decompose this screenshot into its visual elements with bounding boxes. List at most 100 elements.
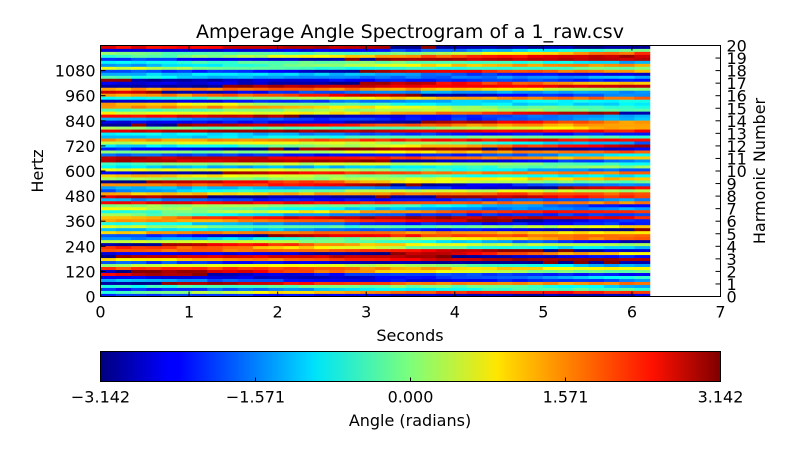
heatmap-cell: [588, 48, 605, 52]
heatmap-cell: [176, 84, 193, 88]
heatmap-cell: [268, 111, 285, 115]
heatmap-cell: [634, 90, 651, 94]
heatmap-cell: [192, 266, 208, 271]
heatmap-cell: [497, 57, 513, 61]
heatmap-cell: [192, 120, 208, 124]
heatmap-cell: [222, 90, 239, 94]
heatmap-cell: [527, 78, 544, 82]
heatmap-cell: [466, 266, 483, 271]
heatmap-cell: [146, 290, 163, 294]
heatmap-cell: [237, 105, 254, 109]
heatmap-cell: [161, 99, 178, 103]
heatmap-cell: [481, 200, 498, 205]
heatmap-cell: [466, 132, 483, 136]
heatmap-cell: [542, 236, 559, 241]
heatmap-cell: [466, 203, 483, 208]
heatmap-cell: [527, 275, 544, 279]
heatmap-cell: [558, 132, 574, 136]
heatmap-cell: [146, 153, 163, 157]
heatmap-cell: [588, 99, 605, 103]
heatmap-cell: [466, 257, 483, 262]
heatmap-cell: [588, 171, 605, 175]
heatmap-cell: [603, 221, 620, 226]
heatmap-cell: [497, 239, 513, 244]
heatmap-cell: [100, 84, 117, 88]
heatmap-cell: [329, 278, 346, 282]
heatmap-cell: [192, 162, 208, 166]
heatmap-cell: [115, 75, 132, 79]
heatmap-cell: [527, 266, 544, 271]
heatmap-cell: [542, 179, 559, 184]
heatmap-cell: [527, 150, 544, 154]
heatmap-cell: [603, 188, 620, 193]
heatmap-cell: [359, 48, 376, 52]
heatmap-cell: [161, 200, 178, 205]
heatmap-cell: [573, 176, 590, 181]
heatmap-cell: [390, 141, 407, 145]
heatmap-cell: [298, 147, 315, 151]
heatmap-cell: [237, 123, 254, 127]
heatmap-cell: [161, 275, 178, 279]
heatmap-cell: [603, 168, 620, 172]
heatmap-cell: [268, 185, 285, 190]
heatmap-cell: [375, 45, 391, 49]
heatmap-cell: [146, 45, 163, 49]
heatmap-cell: [344, 278, 361, 282]
heatmap-cell: [375, 69, 391, 73]
heatmap-cell: [329, 179, 346, 184]
heatmap-cell: [588, 287, 605, 291]
heatmap-cell: [268, 117, 285, 121]
heatmap-cell: [207, 114, 224, 118]
heatmap-cell: [497, 117, 513, 121]
heatmap-cell: [146, 126, 163, 130]
heatmap-cell: [359, 185, 376, 190]
heatmap-cell: [192, 281, 208, 285]
heatmap-cell: [405, 156, 422, 160]
heatmap-cell: [176, 138, 193, 142]
heatmap-cell: [436, 284, 452, 288]
heatmap-cell: [420, 60, 437, 64]
right-tick-label: 19: [727, 49, 747, 68]
heatmap-cell: [527, 108, 544, 112]
heatmap-cell: [115, 236, 132, 241]
heatmap-cell: [344, 284, 361, 288]
heatmap-cell: [268, 108, 285, 112]
heatmap-cell: [131, 254, 147, 259]
heatmap-cell: [115, 173, 132, 178]
heatmap-cell: [253, 284, 269, 288]
heatmap-cell: [634, 102, 651, 106]
heatmap-cell: [481, 194, 498, 199]
heatmap-cell: [405, 236, 422, 241]
heatmap-cell: [512, 171, 529, 175]
heatmap-cell: [619, 227, 635, 232]
heatmap-cell: [420, 99, 437, 103]
heatmap-cell: [634, 251, 651, 256]
heatmap-cell: [100, 254, 117, 259]
heatmap-cell: [497, 129, 513, 133]
heatmap-cell: [375, 144, 391, 148]
heatmap-cell: [603, 75, 620, 79]
heatmap-cell: [268, 78, 285, 82]
heatmap-cell: [253, 269, 269, 273]
heatmap-cell: [161, 281, 178, 285]
heatmap-cell: [253, 191, 269, 196]
heatmap-cell: [283, 188, 300, 193]
heatmap-cell: [512, 72, 529, 76]
heatmap-cell: [100, 81, 117, 85]
heatmap-cell: [588, 197, 605, 202]
heatmap-cell: [542, 287, 559, 291]
heatmap-cell: [207, 206, 224, 211]
heatmap-cell: [207, 293, 224, 297]
heatmap-cell: [390, 126, 407, 130]
heatmap-cell: [619, 179, 635, 184]
heatmap-cell: [176, 203, 193, 208]
heatmap-cell: [588, 126, 605, 130]
heatmap-cell: [451, 81, 468, 85]
heatmap-cell: [558, 176, 574, 181]
heatmap-cell: [253, 132, 269, 136]
heatmap-cell: [314, 54, 330, 58]
heatmap-cell: [161, 203, 178, 208]
heatmap-cell: [405, 57, 422, 61]
heatmap-cell: [375, 123, 391, 127]
heatmap-cell: [634, 165, 651, 169]
